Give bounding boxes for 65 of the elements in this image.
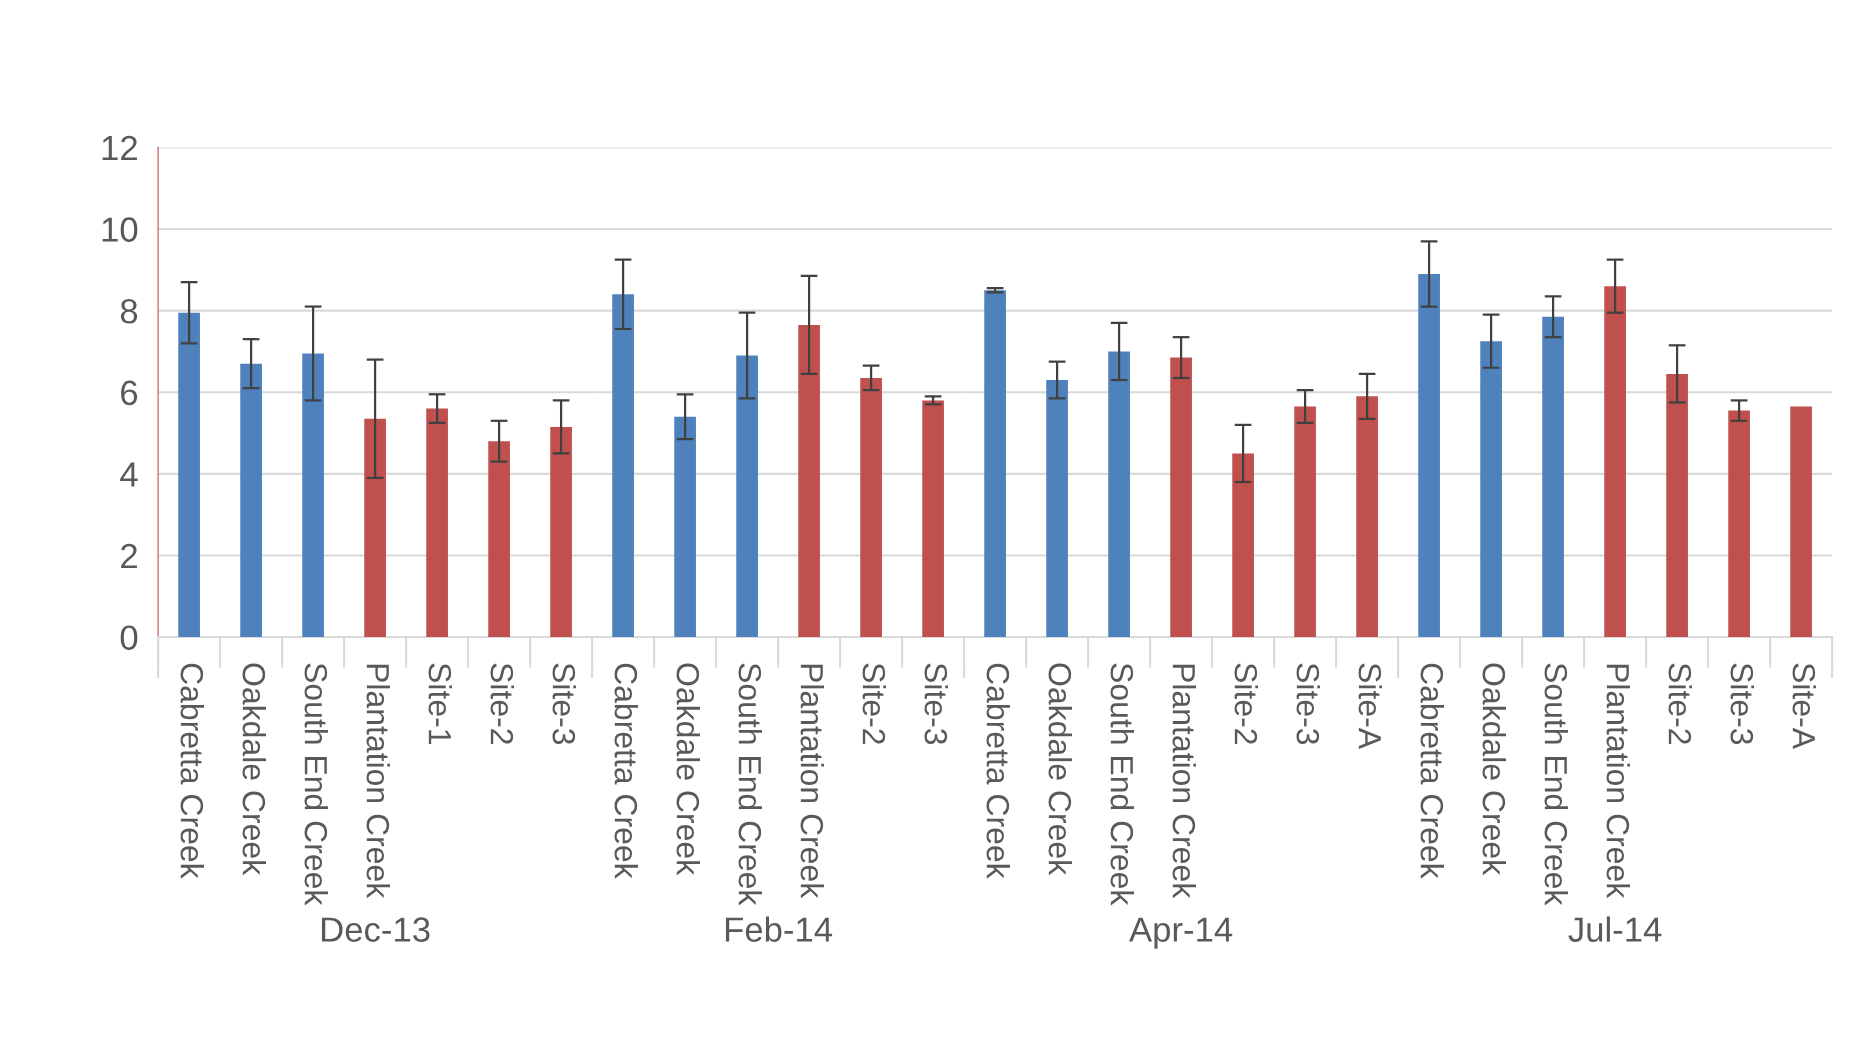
x-tick-label: Oakdale Creek	[242, 663, 266, 876]
x-tick-label: South End Creek	[304, 663, 328, 906]
x-tick-label: Site-2	[862, 663, 886, 744]
x-tick-label: Cabretta Creek	[1420, 663, 1444, 879]
y-tick-label: 2	[121, 543, 137, 569]
x-tick-label: Cabretta Creek	[614, 663, 638, 879]
y-tick-label: 0	[120, 625, 138, 650]
x-tick-label: Oakdale Creek	[1482, 663, 1506, 876]
x-tick-label: Cabretta Creek	[986, 663, 1010, 879]
bar	[798, 324, 820, 638]
x-tick-label: South End Creek	[1110, 663, 1134, 906]
bar	[488, 441, 510, 638]
y-tick-label: 8	[120, 298, 138, 324]
bar	[1232, 453, 1254, 638]
x-tick-label: Plantation Creek	[1172, 664, 1196, 899]
bar	[178, 312, 200, 638]
bar	[1480, 341, 1502, 638]
x-tick-label: Site-3	[552, 663, 576, 745]
bar	[240, 363, 262, 638]
bar	[550, 426, 572, 638]
y-tick-label: 4	[120, 462, 138, 487]
x-tick-label: South End Creek	[1544, 663, 1568, 906]
bar	[1666, 373, 1688, 638]
bar	[1728, 410, 1750, 638]
x-tick-label: Site-3	[1296, 663, 1320, 745]
y-tick-label: 12	[102, 135, 137, 160]
bar	[922, 400, 944, 638]
bar	[1604, 286, 1626, 638]
x-axis-title: Dec-13	[321, 917, 430, 942]
x-tick-label: Oakdale Creek	[676, 663, 700, 876]
bar	[302, 353, 324, 638]
x-tick-label: Site-A	[1358, 663, 1382, 749]
x-tick-label: Site-2	[1668, 663, 1692, 744]
x-tick-label: Site-2	[1234, 663, 1258, 744]
x-tick-label: Cabretta Creek	[180, 663, 204, 879]
bar	[674, 416, 696, 638]
bar	[984, 290, 1006, 638]
bar	[1294, 406, 1316, 638]
x-tick-label: Site-A	[1792, 663, 1816, 749]
bar	[860, 377, 882, 638]
x-tick-label: South End Creek	[738, 663, 762, 906]
x-tick-label: Site-3	[1730, 663, 1754, 745]
bar	[1170, 357, 1192, 638]
y-tick-label: 6	[121, 380, 138, 406]
bar	[1790, 406, 1812, 638]
bar	[612, 294, 634, 638]
bar	[364, 418, 386, 638]
bar	[736, 355, 758, 638]
bar	[1046, 380, 1068, 638]
x-tick-label: Site-2	[490, 663, 514, 744]
x-axis-title: Jul-14	[1568, 916, 1662, 942]
x-tick-label: Plantation Creek	[1606, 664, 1630, 899]
bar	[1108, 351, 1130, 638]
x-tick-label: Plantation Creek	[366, 664, 390, 899]
x-axis-title: Apr-14	[1129, 917, 1233, 949]
x-tick-label: Site-3	[924, 663, 948, 745]
x-tick-label: Plantation Creek	[800, 664, 824, 899]
bar	[426, 408, 448, 638]
x-tick-label: Oakdale Creek	[1048, 663, 1072, 876]
bar	[1356, 396, 1378, 638]
x-tick-label: Site-1	[428, 663, 452, 744]
bar	[1542, 316, 1564, 638]
x-axis-title: Feb-14	[725, 916, 833, 942]
bar	[1418, 273, 1440, 638]
y-tick-label: 10	[102, 217, 138, 242]
